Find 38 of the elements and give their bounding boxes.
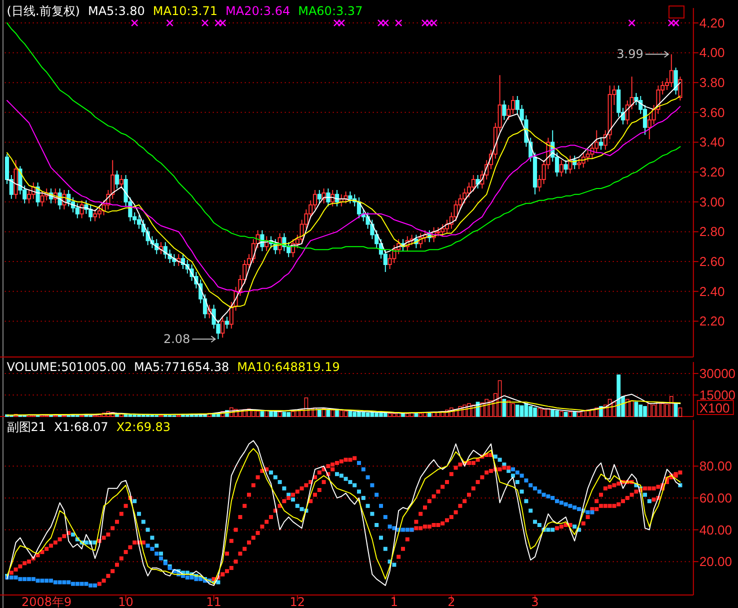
y-tick-label: 30000 — [699, 366, 736, 381]
x-tick-label: 2 — [448, 595, 456, 608]
text: X1:68.07 — [54, 420, 108, 434]
x-tick-label: 10 — [118, 595, 134, 608]
y-tick-label: 2.80 — [699, 224, 725, 240]
y-tick-label: 3.40 — [699, 134, 725, 150]
x-tick-label: 11 — [206, 595, 222, 608]
text: MA5:771654.38 — [134, 360, 230, 374]
y-tick-label: 4.20 — [699, 15, 725, 30]
chart-title: 副图21 — [6, 420, 46, 434]
text: X2:69.83 — [116, 420, 171, 434]
y-tick-label: 3.00 — [699, 194, 725, 210]
text: MA60:3.37 — [298, 4, 363, 18]
y-tick-label: 2.20 — [699, 314, 725, 329]
x-tick-label: 2008年9 — [22, 595, 72, 608]
annotation: 2.08 — [163, 332, 190, 346]
y-tick-label: 20.00 — [699, 554, 732, 570]
y-tick-label: 60.00 — [699, 490, 732, 506]
text: MA5:3.80 — [88, 4, 145, 18]
chart-title: (日线.前复权) — [6, 4, 80, 18]
x-tick-label: 3 — [531, 595, 539, 608]
y-axis-title: X100 — [699, 400, 730, 416]
y-tick-label: 3.60 — [699, 104, 725, 120]
y-tick-label: 80.00 — [699, 458, 732, 474]
y-tick-label: 15000 — [699, 387, 736, 402]
x-tick-label: 1 — [390, 595, 398, 608]
text: MA10:3.71 — [152, 4, 218, 18]
annotation: 3.99 — [616, 47, 644, 62]
y-tick-label: 4.00 — [699, 45, 725, 60]
text: MA10:648819.19 — [237, 360, 340, 374]
y-tick-label: 2.60 — [699, 254, 725, 270]
x-tick-label: 12 — [290, 595, 306, 608]
y-tick-label: 40.00 — [699, 522, 732, 538]
text: MA20:3.64 — [226, 4, 290, 18]
y-tick-label: 3.80 — [699, 75, 725, 90]
y-tick-label: 3.20 — [699, 164, 725, 180]
y-tick-label: 2.40 — [699, 284, 725, 299]
chart-title: VOLUME:501005.00 — [6, 360, 126, 374]
